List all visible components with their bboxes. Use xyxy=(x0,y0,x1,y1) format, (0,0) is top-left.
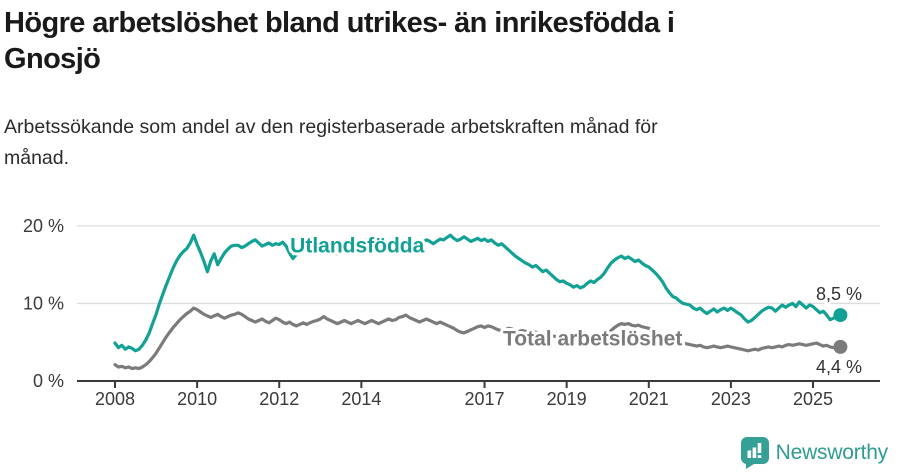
chart-subtitle-line-1: Arbetssökande som andel av den registerb… xyxy=(4,116,658,138)
series-end-value-label: 8,5 % xyxy=(816,284,862,304)
x-tick-label: 2010 xyxy=(177,389,217,409)
x-tick-label: 2012 xyxy=(259,389,299,409)
series-line xyxy=(113,306,843,371)
newsworthy-logo: Newsworthy xyxy=(740,437,889,469)
page-title: Högre arbetslöshet bland utrikes- än inr… xyxy=(4,5,896,77)
series-label: Utlandsfödda xyxy=(290,234,424,257)
y-tick-label: 0 % xyxy=(33,371,64,391)
x-tick-label: 2025 xyxy=(793,389,833,409)
bar-2 xyxy=(752,447,756,458)
exclamation-dot xyxy=(757,455,761,458)
x-tick-label: 2019 xyxy=(547,389,587,409)
page-title-line-1: Högre arbetslöshet bland utrikes- än inr… xyxy=(4,7,675,39)
exclamation-bar xyxy=(757,443,761,453)
newsworthy-logo-icon xyxy=(740,437,769,469)
chart-subtitle-line-2: månad. xyxy=(4,147,70,169)
x-tick-label: 2023 xyxy=(711,389,751,409)
series-end-value-label: 4,4 % xyxy=(816,357,862,377)
y-tick-label: 10 % xyxy=(23,293,64,313)
series-end-dot xyxy=(833,339,848,354)
page-title-line-2: Gnosjö xyxy=(4,43,101,75)
bar-1 xyxy=(747,450,751,458)
x-tick-label: 2017 xyxy=(465,389,505,409)
x-tick-label: 2021 xyxy=(629,389,669,409)
series-line xyxy=(113,233,843,353)
chart-subtitle: Arbetssökande som andel av den registerb… xyxy=(4,112,896,174)
y-tick-label: 20 % xyxy=(23,216,64,236)
series-end-dot xyxy=(833,308,848,323)
newsworthy-wordmark: Newsworthy xyxy=(775,441,889,464)
x-tick-label: 2014 xyxy=(341,389,381,409)
x-tick-label: 2008 xyxy=(95,389,135,409)
series-label: Total arbetslöshet xyxy=(503,327,682,350)
